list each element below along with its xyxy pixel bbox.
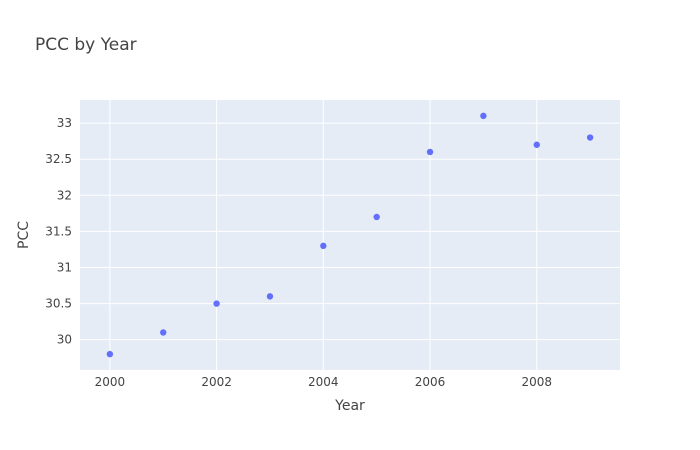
data-point [480,112,487,120]
y-axis-ticks: 30 30.5 31 31.5 32 32.5 33 [45,116,72,347]
data-point [533,141,540,148]
y-tick-label: 31 [57,260,72,274]
data-point [373,213,380,221]
plot-area [80,100,620,370]
data-point [266,293,274,300]
y-tick-label: 30.5 [45,297,72,311]
data-point [586,134,594,141]
data-point [213,300,220,307]
data-point [160,329,167,336]
y-tick-label: 30 [57,333,72,347]
data-point [426,148,434,156]
data-point [320,242,327,250]
x-tick-label: 2002 [201,375,232,389]
x-tick-label: 2000 [95,375,126,389]
data-point [106,350,114,358]
y-tick-label: 32.5 [45,152,72,166]
y-gridlines [80,122,620,341]
y-tick-label: 32 [57,188,72,202]
x-tick-label: 2006 [415,375,446,389]
y-axis-title: PCC [16,221,32,249]
x-axis-title: Year [334,398,365,414]
x-axis-ticks: 2000 2002 2004 2006 2008 [95,375,552,389]
y-tick-label: 31.5 [45,224,72,238]
y-tick-label: 33 [57,116,72,130]
chart-title: PCC by Year [35,35,137,55]
x-tick-label: 2008 [521,375,552,389]
x-tick-label: 2004 [308,375,339,389]
data-points [106,112,594,358]
